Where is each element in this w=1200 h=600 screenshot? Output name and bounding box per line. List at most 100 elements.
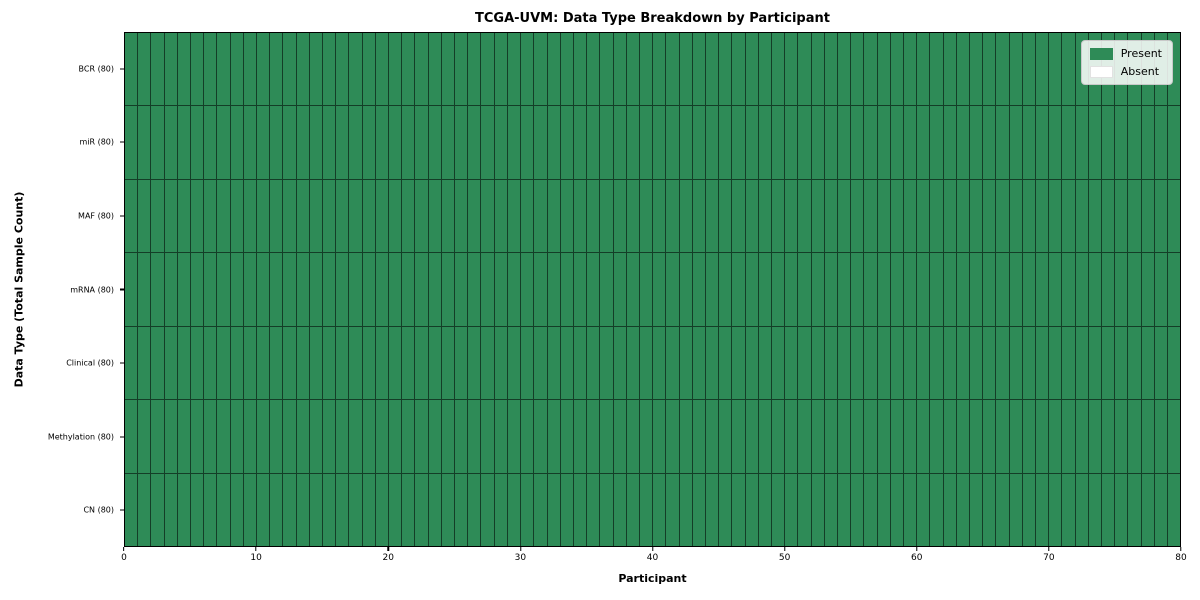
heatmap-cell [587,473,601,546]
heatmap-cell [613,473,627,546]
x-tick-mark [387,547,389,551]
heatmap-cell [573,473,588,546]
heatmap-cell [1141,400,1155,473]
heatmap-cell [336,473,350,546]
heatmap-cell [402,106,416,179]
heatmap-cell [956,106,970,179]
x-tick: 20 [383,547,394,563]
heatmap-cell [375,400,390,473]
heatmap-cell [1102,400,1116,473]
heatmap-cell [1102,253,1116,326]
heatmap-cell [323,253,337,326]
heatmap-cell [534,106,548,179]
heatmap-cell [441,400,456,473]
heatmap-cell [468,33,482,106]
heatmap-cell [243,253,258,326]
heatmap-cell [217,473,231,546]
heatmap-cell [507,106,522,179]
heatmap-cell [323,33,337,106]
heatmap-cell [1115,106,1129,179]
heatmap-cell [177,253,192,326]
heatmap-cell [745,253,759,326]
heatmap-cell [164,33,178,106]
heatmap-cell [1009,326,1023,400]
heatmap-cell [138,33,152,106]
heatmap-cell [534,253,548,326]
heatmap-cell [824,400,838,473]
heatmap-cell [1009,400,1023,473]
heatmap-cell [481,326,495,400]
heatmap-cell [600,253,614,326]
heatmap-cell [1168,400,1181,473]
heatmap-cell [587,326,601,400]
heatmap-cell [930,326,944,400]
heatmap-cell [455,106,469,179]
heatmap-cell [441,473,456,546]
heatmap-cell [970,106,984,179]
heatmap-cell [217,253,231,326]
y-tick: CN (80) [83,506,124,515]
heatmap-cell [1154,179,1169,253]
x-tick-label: 80 [1175,553,1187,563]
heatmap-cell [138,400,152,473]
heatmap-cell [257,253,271,326]
heatmap-cell [389,253,403,326]
heatmap-cell [903,326,918,400]
heatmap-cell [283,473,297,546]
heatmap-cell [890,253,904,326]
heatmap-cell [666,473,680,546]
heatmap-cell [560,400,574,473]
heatmap-cell [494,179,508,253]
heatmap-cell [653,253,667,326]
y-tick-label: BCR (80) [78,64,114,74]
heatmap-cell [785,253,799,326]
heatmap-row [125,253,1181,327]
heatmap-cell [389,473,403,546]
heatmap-cell [956,253,970,326]
heatmap-cell [521,400,535,473]
heatmap-cell [534,179,548,253]
heatmap-cell [613,179,627,253]
heatmap-grid [125,33,1181,546]
heatmap-cell [1075,253,1089,326]
heatmap-cell [666,326,680,400]
heatmap-cell [309,473,324,546]
heatmap-cell [890,473,904,546]
y-tick: miR (80) [79,138,124,147]
heatmap-cell [587,106,601,179]
heatmap-cell [296,473,310,546]
heatmap-cell [389,326,403,400]
heatmap-cell [785,179,799,253]
heatmap-cell [441,326,456,400]
heatmap-cell [864,106,878,179]
heatmap-cell [758,33,772,106]
heatmap-cell [309,179,324,253]
heatmap-cell [507,253,522,326]
x-tick-label: 40 [646,553,659,563]
heatmap-cell [191,33,205,106]
heatmap-cell [653,106,667,179]
heatmap-cell [587,179,601,253]
heatmap-cell [402,473,416,546]
heatmap-cell [349,253,363,326]
heatmap-cell [1088,326,1103,400]
heatmap-cell [309,326,324,400]
y-tick-mark [120,362,124,364]
heatmap-cell [375,179,390,253]
heatmap-cell [468,326,482,400]
heatmap-cell [824,253,838,326]
heatmap-cell [983,400,997,473]
heatmap-cell [1022,253,1037,326]
heatmap-cell [1062,473,1076,546]
heatmap-cell [811,33,825,106]
heatmap-cell [666,106,680,179]
heatmap-cell [600,473,614,546]
heatmap-cell [138,253,152,326]
heatmap-cell [204,106,218,179]
heatmap-cell [970,400,984,473]
heatmap-cell [547,106,561,179]
y-tick: mRNA (80) [70,285,124,294]
heatmap-cell [1036,400,1050,473]
heatmap-cell [732,326,746,400]
heatmap-cell [560,33,574,106]
